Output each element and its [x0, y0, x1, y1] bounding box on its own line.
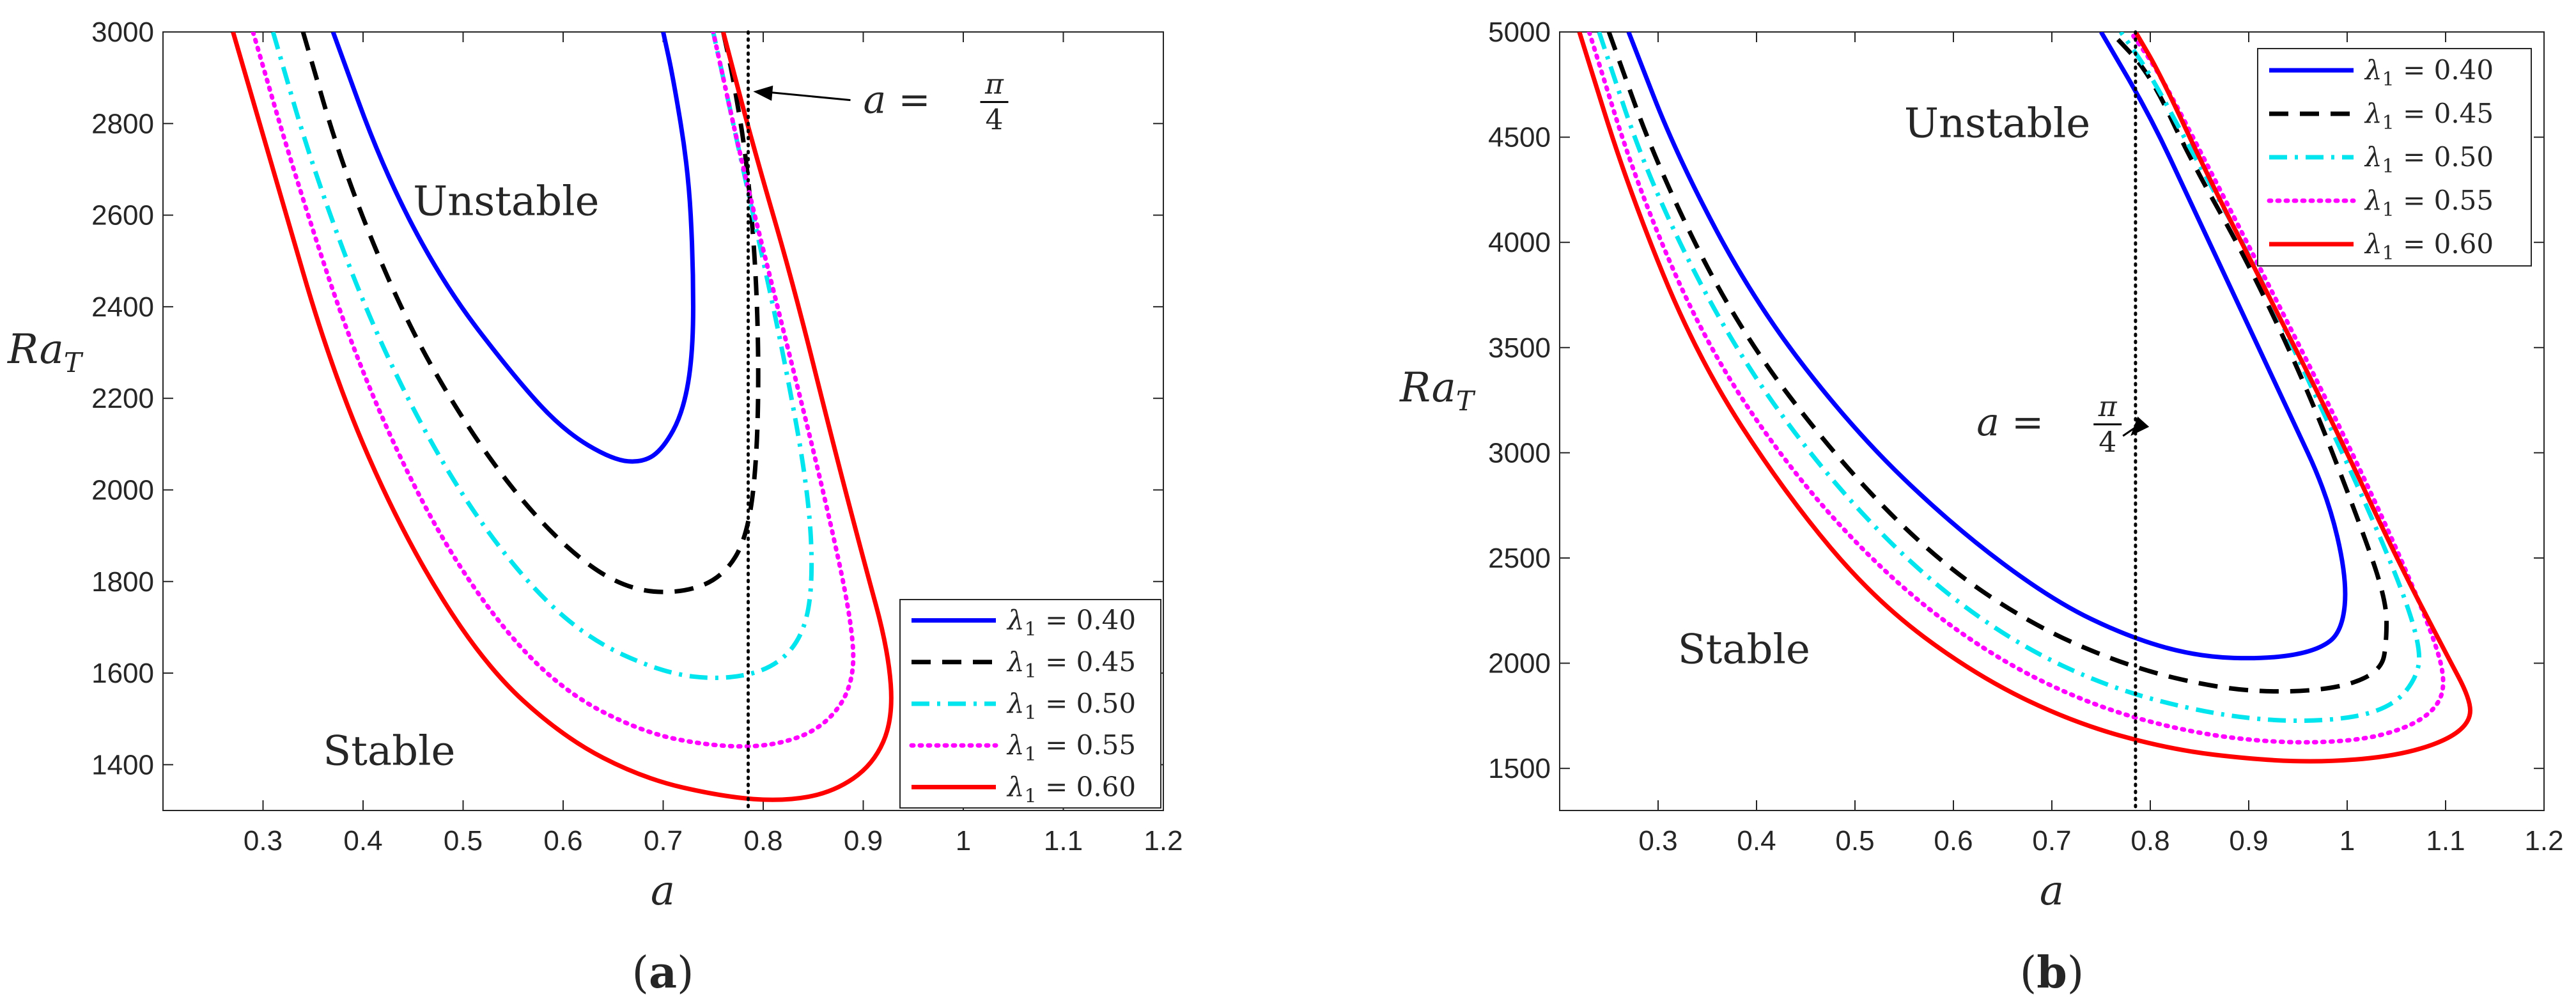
series-line-0.60 [231, 32, 894, 802]
x-tick-label: 0.4 [343, 825, 382, 857]
series-line-0.55 [1587, 32, 2446, 745]
annotation-arrow-shaft [761, 90, 851, 102]
series-curves [1577, 32, 2472, 764]
y-tick-label: 1500 [1488, 753, 1551, 784]
legend-label-0.45: λ1 = 0.45 [1006, 646, 1136, 683]
y-axis-label-sub: T [1456, 385, 1476, 417]
legend-label-0.60: λ1 = 0.60 [2364, 228, 2494, 265]
region-label-unstable: Unstable [413, 178, 599, 226]
series-line-0.50 [270, 32, 814, 680]
y-tick-label: 2000 [91, 474, 154, 506]
y-tick-label: 2500 [1488, 543, 1551, 574]
legend-label-0.60: λ1 = 0.60 [1006, 771, 1136, 807]
legend-label-0.45: λ1 = 0.45 [2364, 98, 2494, 134]
region-labels: Unstable Stable [323, 178, 599, 775]
y-tick-label: 2000 [1488, 648, 1551, 679]
tick-labels: 0.3 0.4 0.5 0.6 0.7 0.8 0.9 1 1.1 1.2 1400 1600 1800… [91, 17, 1183, 857]
x-tick-label: 0.5 [444, 825, 483, 857]
y-tick-label: 1800 [91, 566, 154, 598]
legend-label-0.50: λ1 = 0.50 [2364, 141, 2494, 178]
x-tick-label: 1 [2339, 825, 2355, 857]
x-tick-label: 0.5 [1835, 825, 1874, 857]
y-tick-label: 5000 [1488, 17, 1551, 48]
x-tick-label: 1.2 [2524, 825, 2563, 857]
series-line-0.40 [330, 32, 695, 464]
y-tick-label: 1400 [91, 749, 154, 780]
y-tick-label: 2200 [91, 383, 154, 414]
y-tick-label: 2400 [91, 291, 154, 323]
annotation-fraction-numerator: π [984, 68, 1004, 101]
x-tick-label: 1 [956, 825, 971, 857]
y-tick-label: 2800 [91, 108, 154, 139]
y-tick-label: 4000 [1488, 227, 1551, 258]
x-tick-label: 1.2 [1144, 825, 1183, 857]
series-line-0.45 [1606, 32, 2389, 694]
x-tick-label: 0.7 [644, 825, 683, 857]
x-axis-label: a [2040, 867, 2064, 915]
y-axis-label: RaT [7, 326, 84, 378]
legend-label-0.40: λ1 = 0.40 [1006, 605, 1136, 641]
region-label-unstable: Unstable [1904, 100, 2090, 148]
x-axis-label: a [651, 867, 675, 915]
annotation-text: a = [1976, 400, 2044, 445]
panel-label: (b) [2020, 947, 2084, 998]
legend-box [2257, 48, 2532, 267]
region-labels: Unstable Stable [1678, 100, 2090, 674]
y-tick-label: 3500 [1488, 332, 1551, 364]
axis-ticks [1560, 31, 2545, 810]
pi-over-4-annotation: a = π4 [1976, 391, 2150, 459]
y-tick-label: 3000 [1488, 437, 1551, 469]
region-label-stable: Stable [323, 727, 455, 775]
chart-panel-a: 0.3 0.4 0.5 0.6 0.7 0.8 0.9 1 1.1 1.2 1400 1600 1800… [7, 17, 1183, 998]
y-tick-label: 1600 [91, 658, 154, 689]
y-axis-label-main: Ra [1399, 364, 1456, 412]
x-tick-label: 0.9 [2229, 825, 2268, 857]
legend: λ1 = 0.40 λ1 = 0.45 λ1 = 0.50 λ1 = 0.55 λ1 =… [899, 599, 1161, 809]
x-tick-label: 1.1 [2426, 825, 2465, 857]
y-tick-label: 2600 [91, 200, 154, 231]
x-tick-label: 0.7 [2032, 825, 2071, 857]
x-tick-label: 0.6 [1934, 825, 1973, 857]
chart-panel-b: 0.3 0.4 0.5 0.6 0.7 0.8 0.9 1 1.1 1.2 1500 2000 2500… [1399, 17, 2564, 998]
legend-label-0.40: λ1 = 0.40 [2364, 54, 2494, 91]
legend-box [899, 599, 1161, 809]
x-tick-label: 0.3 [1638, 825, 1677, 857]
annotation-fraction-denominator: 4 [986, 104, 1004, 137]
annotation-arrow-head [753, 85, 773, 101]
tick-labels: 0.3 0.4 0.5 0.6 0.7 0.8 0.9 1 1.1 1.2 1500 2000 2500… [1488, 17, 2563, 857]
panel-label: (a) [632, 947, 694, 998]
x-tick-label: 0.8 [2130, 825, 2169, 857]
legend-label-0.55: λ1 = 0.55 [2364, 185, 2494, 221]
series-curves [231, 32, 894, 802]
x-tick-label: 1.1 [1044, 825, 1083, 857]
x-tick-label: 0.8 [743, 825, 782, 857]
x-tick-label: 0.9 [844, 825, 883, 857]
legend-label-0.55: λ1 = 0.55 [1006, 729, 1136, 766]
region-label-stable: Stable [1678, 626, 1810, 674]
legend-label-0.50: λ1 = 0.50 [1006, 688, 1136, 724]
series-line-0.55 [251, 32, 856, 749]
series-line-0.60 [1577, 32, 2472, 764]
y-tick-label: 4500 [1488, 122, 1551, 153]
legend: λ1 = 0.40 λ1 = 0.45 λ1 = 0.50 λ1 = 0.55 λ1 =… [2257, 48, 2532, 267]
x-tick-label: 0.6 [543, 825, 582, 857]
y-axis-label-main: Ra [7, 326, 64, 373]
y-tick-label: 3000 [91, 17, 154, 48]
y-axis-label-sub: T [64, 347, 84, 378]
x-tick-label: 0.4 [1737, 825, 1776, 857]
annotation-arrow-head [2130, 416, 2150, 437]
series-line-0.40 [1626, 32, 2348, 661]
pi-over-4-annotation: a = π4 [753, 68, 1009, 137]
annotation-text: a = [864, 78, 931, 123]
y-axis-label: RaT [1399, 364, 1476, 417]
axis-ticks [163, 31, 1164, 810]
annotation-fraction-denominator: 4 [2099, 426, 2116, 459]
annotation-fraction-numerator: π [2098, 391, 2118, 423]
x-tick-label: 0.3 [244, 825, 283, 857]
